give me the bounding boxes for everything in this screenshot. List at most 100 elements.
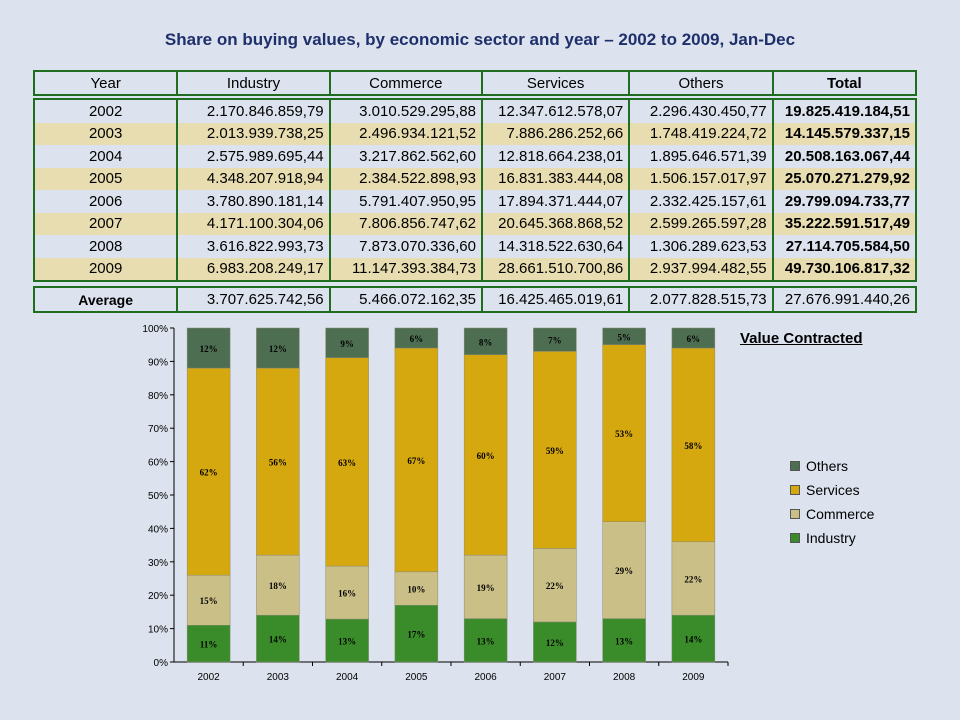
column-header: Total <box>771 72 915 94</box>
table-cell: 2002 <box>88 102 123 120</box>
x-tick-label: 2003 <box>267 672 290 683</box>
data-label: 12% <box>200 344 218 354</box>
y-tick-label: 90% <box>148 357 168 368</box>
table-cell: 1.895.646.571,39 <box>628 145 771 168</box>
table-row: 2007 4.171.100.304,06 7.806.856.747,62 20.6… <box>35 212 915 235</box>
data-label: 18% <box>269 581 287 591</box>
bar-segment <box>256 614 300 663</box>
bar-segment <box>186 327 231 369</box>
y-tick-label: 50% <box>148 491 168 502</box>
legend-item: Commerce <box>790 502 874 526</box>
table-row: 2009 6.983.208.249,17 11.147.393.384,73 28.… <box>35 257 915 280</box>
y-tick-label: 60% <box>148 458 168 469</box>
data-label: 12% <box>546 638 564 648</box>
table-cell: 2.332.425.157,61 <box>628 190 771 213</box>
data-label: 11% <box>200 640 218 650</box>
table-cell: 2009 <box>88 260 123 278</box>
bar-segment <box>394 347 439 573</box>
bar-segment <box>256 327 300 369</box>
data-label: 5% <box>617 332 631 342</box>
legend-label: Services <box>806 482 860 498</box>
bar-segment <box>325 357 369 567</box>
table-row: 2005 4.348.207.918,94 2.384.522.898,93 16.8… <box>35 167 915 190</box>
y-tick-label: 70% <box>148 424 168 435</box>
table-cell: 19.825.419.184,51 <box>771 100 915 123</box>
bar-segment <box>602 618 646 663</box>
table-cell: 2008 <box>88 237 123 255</box>
data-label: 53% <box>615 429 633 439</box>
bar-segment <box>186 574 231 626</box>
table-cell: 7.886.286.252,66 <box>480 122 628 145</box>
x-tick-label: 2005 <box>405 672 428 683</box>
data-label: 6% <box>410 334 424 344</box>
column-header: Industry <box>176 72 328 94</box>
data-label: 56% <box>269 458 287 468</box>
y-tick-label: 0% <box>154 658 169 669</box>
table-cell: 2004 <box>88 147 123 165</box>
bar-segment <box>256 554 300 616</box>
y-tick-label: 40% <box>148 524 168 535</box>
data-label: 22% <box>546 581 564 591</box>
table-cell: 16.831.383.444,08 <box>480 167 628 190</box>
data-label: 6% <box>687 334 701 344</box>
table-cell: 1.306.289.623,53 <box>628 235 771 258</box>
table-cell: 27.114.705.584,50 <box>771 235 915 258</box>
table-row: 2002 2.170.846.859,79 3.010.529.295,88 12.3… <box>35 100 915 123</box>
table-row: 2004 2.575.989.695,44 3.217.862.562,60 12.8… <box>35 145 915 168</box>
legend-swatch <box>790 485 800 495</box>
data-label: 59% <box>546 446 564 456</box>
table-cell: 20.645.368.868,52 <box>480 212 628 235</box>
y-tick-label: 20% <box>148 591 168 602</box>
table-cell: 11.147.393.384,73 <box>328 257 481 280</box>
x-tick-label: 2006 <box>475 672 498 683</box>
legend-swatch <box>790 509 800 519</box>
data-label: 67% <box>407 456 425 466</box>
data-label: 60% <box>477 451 495 461</box>
bar-segment <box>533 621 577 663</box>
average-cell: 3.707.625.742,56 <box>176 288 328 311</box>
y-tick-label: 30% <box>148 558 168 569</box>
table-cell: 2.384.522.898,93 <box>328 167 481 190</box>
table-cell: 6.983.208.249,17 <box>176 257 328 280</box>
table-cell: 7.806.856.747,62 <box>328 212 481 235</box>
average-cell: 27.676.991.440,26 <box>771 288 915 311</box>
table-cell: 20.508.163.067,44 <box>771 145 915 168</box>
data-label: 58% <box>684 441 702 451</box>
x-tick-label: 2007 <box>544 672 567 683</box>
table-cell: 1.506.157.017,97 <box>628 167 771 190</box>
table-cell: 2.575.989.695,44 <box>176 145 328 168</box>
table-cell: 2003 <box>88 125 123 143</box>
table-row: 2008 3.616.822.993,73 7.873.070.336,60 14.3… <box>35 235 915 258</box>
y-tick-label: 80% <box>148 391 168 402</box>
table-cell: 12.818.664.238,01 <box>480 145 628 168</box>
bar-segment <box>325 565 369 620</box>
table-cell: 1.748.419.224,72 <box>628 122 771 145</box>
table-cell: 3.217.862.562,60 <box>328 145 481 168</box>
bar-segment <box>463 354 508 556</box>
column-header: Commerce <box>328 72 481 94</box>
bar-segment <box>463 327 508 355</box>
table-cell: 29.799.094.733,77 <box>771 190 915 213</box>
bar-segment <box>394 327 439 349</box>
table-cell: 28.661.510.700,86 <box>480 257 628 280</box>
bar-segment <box>602 344 646 522</box>
data-label: 13% <box>615 636 633 646</box>
x-tick-label: 2002 <box>198 672 221 683</box>
table-cell: 49.730.106.817,32 <box>771 257 915 280</box>
average-cell: 16.425.465.019,61 <box>480 288 628 311</box>
table-cell: 2.296.430.450,77 <box>628 100 771 123</box>
data-label: 12% <box>269 344 287 354</box>
legend-item: Others <box>790 454 874 478</box>
data-label: 19% <box>477 583 495 593</box>
bar-segment <box>671 327 716 349</box>
table-cell: 5.791.407.950,95 <box>328 190 481 213</box>
data-label: 13% <box>477 636 495 646</box>
bar-segment <box>533 351 577 549</box>
bar-segment <box>463 618 508 663</box>
y-tick-label: 10% <box>148 625 168 636</box>
data-label: 63% <box>338 458 356 468</box>
table-body: 2002 2.170.846.859,79 3.010.529.295,88 12.3… <box>33 98 917 282</box>
bar-segment <box>394 604 439 663</box>
bar-segment <box>671 614 716 663</box>
table-cell: 14.145.579.337,15 <box>771 122 915 145</box>
